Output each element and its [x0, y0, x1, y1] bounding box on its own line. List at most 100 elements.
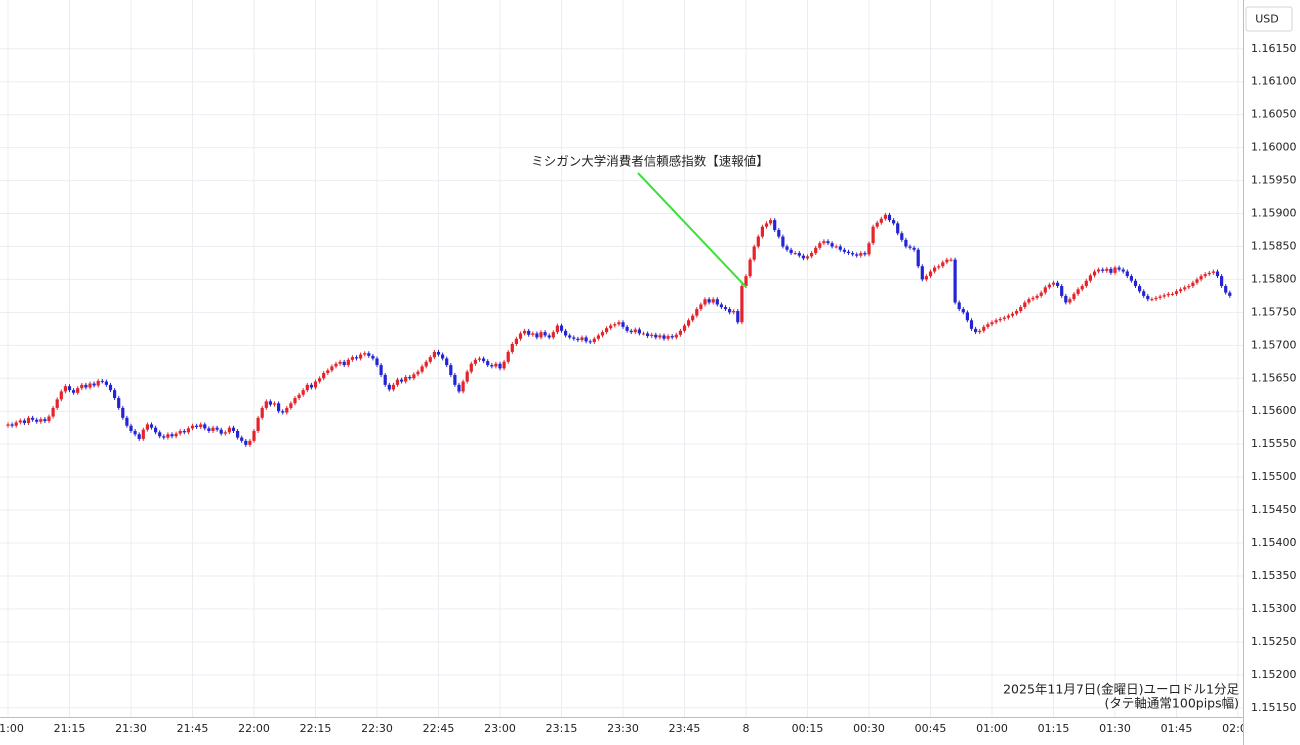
candle-body	[518, 333, 523, 339]
candle-body	[371, 355, 375, 359]
candle-body	[387, 384, 391, 390]
candle-body	[859, 253, 863, 256]
candle-body	[531, 333, 535, 335]
candle-body	[63, 386, 67, 392]
candle-body	[1105, 268, 1109, 271]
candle-body	[223, 432, 227, 434]
candle-body	[691, 315, 695, 321]
x-tick-label: 23:45	[669, 722, 701, 735]
candle-body	[227, 427, 231, 433]
candle-body	[924, 276, 928, 280]
candle-body	[445, 358, 449, 366]
x-tick-label: 00:45	[915, 722, 947, 735]
y-tick-label: 1.15150	[1251, 701, 1297, 714]
candle-body	[395, 379, 400, 385]
candle-body	[121, 407, 125, 418]
candle-body	[494, 363, 498, 367]
candle-body	[322, 372, 326, 379]
candle-body	[313, 381, 318, 388]
candle-body	[252, 430, 256, 441]
candle-body	[871, 226, 875, 244]
candle-body	[559, 325, 564, 331]
candle-body	[441, 354, 445, 359]
candle-body	[957, 302, 961, 310]
candle-body	[359, 354, 363, 359]
candle-body	[67, 386, 72, 391]
candle-body	[1125, 271, 1129, 277]
candle-body	[39, 419, 43, 422]
candle-body	[1092, 271, 1097, 276]
candle-body	[953, 259, 957, 303]
candle-body	[600, 332, 605, 336]
candle-body	[51, 407, 55, 417]
candle-body	[26, 417, 31, 424]
candle-body	[400, 379, 404, 382]
x-axis: 21:00 21:15 21:30 21:45 22:00 22:15 22:30 22:45…	[0, 722, 1243, 735]
y-tick-label: 1.15500	[1251, 470, 1297, 483]
candle-body	[912, 247, 916, 250]
candle-body	[72, 390, 76, 393]
candle-body	[629, 330, 633, 333]
x-tick-label: 21:15	[54, 722, 86, 735]
candle-body	[543, 332, 547, 336]
candle-body	[1064, 295, 1068, 303]
candle-body	[240, 437, 244, 441]
x-tick-label: 23:15	[546, 722, 578, 735]
x-tick-label: 8	[743, 722, 750, 735]
x-tick-label: 01:15	[1038, 722, 1070, 735]
candle-body	[145, 424, 149, 430]
candle-body	[408, 376, 412, 379]
candle-body	[80, 384, 84, 389]
candle-body	[1080, 286, 1084, 290]
candle-body	[646, 333, 650, 337]
candle-body	[1039, 292, 1043, 296]
candle-body	[773, 220, 777, 230]
y-axis-label: USD	[1255, 13, 1279, 26]
candle-body	[592, 338, 596, 343]
candle-body	[1002, 317, 1006, 319]
candle-body	[965, 312, 969, 321]
candle-body	[277, 403, 281, 412]
candle-body	[830, 243, 834, 247]
candle-body	[1170, 293, 1174, 295]
candle-body	[900, 233, 904, 240]
candle-body	[477, 358, 482, 360]
candle-body	[982, 326, 986, 331]
candle-body	[285, 407, 289, 413]
candle-body	[35, 419, 39, 422]
candle-body	[539, 332, 543, 338]
x-tick-label: 22:00	[238, 722, 270, 735]
candle-body	[1166, 293, 1170, 296]
candle-body	[613, 324, 617, 326]
candle-body	[129, 425, 133, 431]
x-tick-label: 00:30	[853, 722, 885, 735]
candle-body	[506, 351, 510, 362]
candle-body	[916, 249, 920, 267]
candle-body	[945, 259, 949, 263]
candle-body	[334, 363, 338, 367]
candle-body	[1043, 287, 1047, 293]
candle-body	[711, 299, 715, 303]
y-tick-label: 1.15850	[1251, 239, 1297, 252]
candle-body	[248, 440, 252, 445]
y-tick-label: 1.15450	[1251, 503, 1297, 516]
candle-body	[793, 253, 797, 255]
candle-body	[797, 253, 801, 256]
candle-body	[551, 332, 555, 338]
candle-body	[1199, 276, 1203, 280]
candle-body	[695, 309, 699, 316]
candle-body	[1174, 291, 1179, 294]
candle-body	[707, 299, 711, 303]
candle-body	[703, 299, 707, 305]
candle-body	[851, 253, 855, 255]
candle-body	[1006, 315, 1010, 318]
candle-body	[1072, 293, 1076, 300]
candle-body	[580, 337, 584, 341]
candle-body	[1068, 299, 1072, 303]
candle-body	[887, 214, 892, 221]
y-tick-label: 1.15650	[1251, 371, 1297, 384]
x-tick-label: 21:30	[115, 722, 147, 735]
candle-body	[994, 320, 998, 323]
candle-body	[961, 309, 965, 313]
candle-body	[752, 246, 756, 260]
